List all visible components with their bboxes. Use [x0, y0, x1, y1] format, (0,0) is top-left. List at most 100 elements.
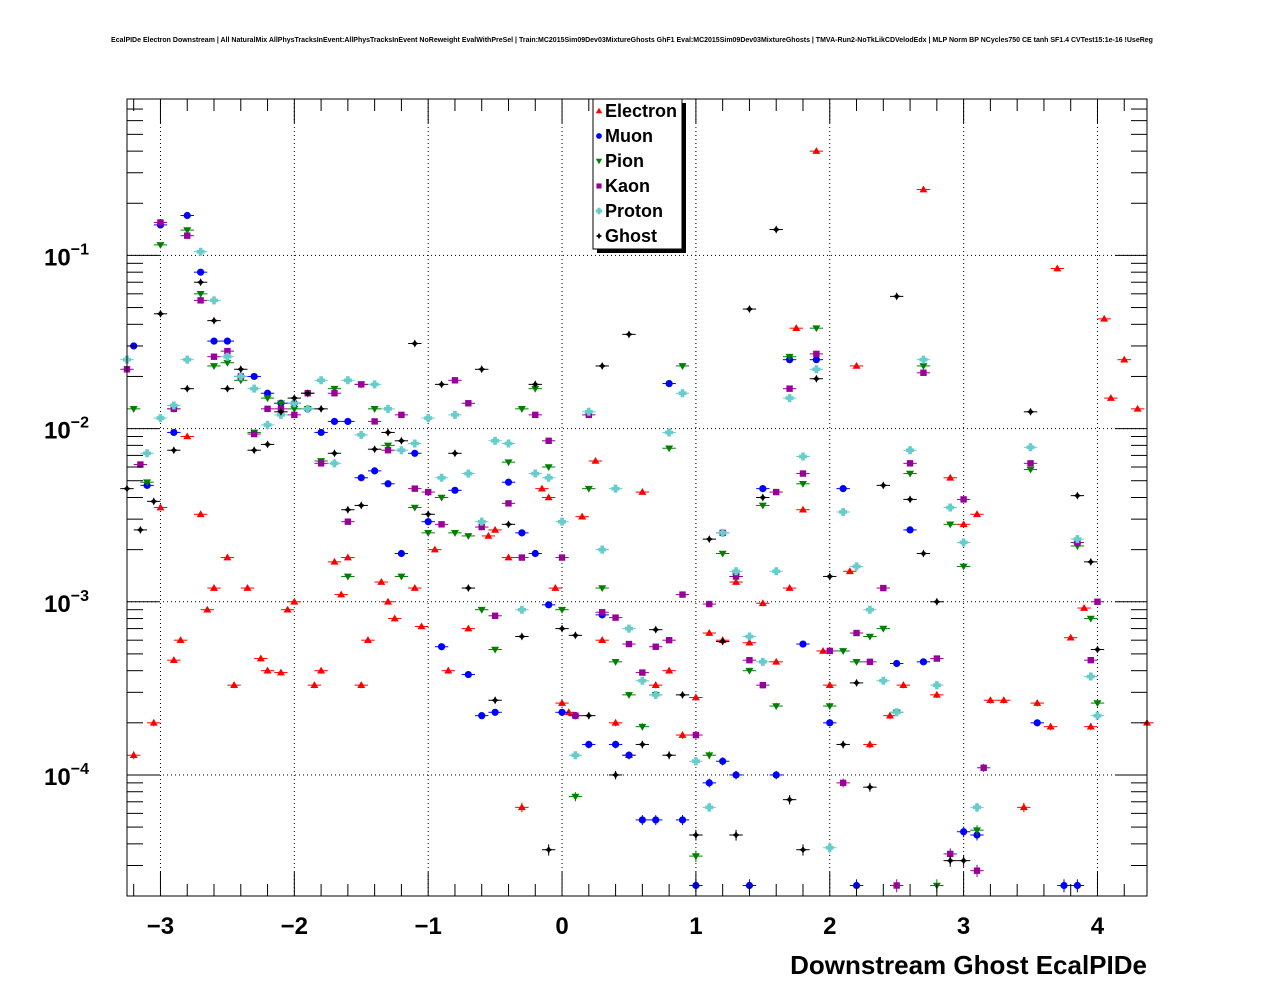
data-point	[314, 376, 328, 385]
data-marker	[772, 771, 780, 779]
data-marker	[343, 505, 352, 514]
data-point	[287, 411, 302, 419]
data-marker	[813, 350, 820, 358]
data-marker	[973, 510, 981, 518]
data-point	[501, 459, 516, 467]
data-marker	[772, 225, 781, 234]
data-point	[930, 655, 944, 662]
data-point	[715, 757, 730, 766]
data-point	[488, 436, 502, 445]
data-marker	[169, 446, 178, 455]
x-tick-label: 0	[555, 913, 568, 940]
axis-ticks	[127, 98, 1147, 897]
data-marker	[196, 278, 205, 287]
data-point	[274, 407, 288, 416]
data-marker	[572, 712, 579, 719]
data-marker	[812, 356, 820, 364]
data-marker	[651, 625, 660, 634]
data-point	[1070, 535, 1085, 544]
data-point	[595, 545, 609, 554]
data-point	[381, 404, 395, 413]
data-marker	[880, 584, 887, 592]
data-point	[582, 711, 596, 720]
y-tick-label: 10−3	[44, 588, 89, 618]
data-point	[414, 622, 429, 630]
data-point	[260, 405, 275, 413]
data-point	[843, 567, 857, 575]
data-point	[715, 528, 730, 537]
data-point	[361, 636, 375, 643]
data-point	[220, 359, 235, 367]
data-point	[167, 446, 181, 455]
data-point	[956, 520, 971, 528]
data-marker	[136, 525, 145, 534]
data-marker	[532, 411, 539, 419]
data-marker	[893, 659, 901, 668]
data-point	[568, 712, 583, 720]
data-marker	[1066, 633, 1075, 641]
data-point	[555, 517, 569, 526]
data-marker	[1046, 722, 1055, 730]
data-marker	[773, 488, 780, 496]
data-marker	[718, 637, 727, 646]
data-marker	[1033, 719, 1041, 727]
data-point	[956, 538, 971, 547]
data-marker	[825, 843, 834, 852]
data-marker	[344, 518, 352, 525]
data-point	[354, 474, 368, 482]
data-point	[448, 449, 462, 458]
data-point	[274, 400, 288, 408]
data-point	[193, 247, 208, 256]
data-marker	[745, 667, 754, 675]
data-marker	[250, 372, 258, 381]
data-marker	[424, 510, 433, 519]
data-point	[930, 681, 944, 690]
data-marker	[330, 417, 339, 426]
data-point	[434, 473, 449, 482]
data-marker	[792, 324, 801, 331]
data-marker	[798, 480, 807, 488]
legend-label: Kaon	[605, 176, 650, 196]
legend-label: Ghost	[605, 226, 657, 246]
data-point	[367, 445, 382, 454]
data-point	[649, 690, 663, 699]
data-point	[227, 681, 241, 689]
data-point	[153, 309, 168, 318]
legend-label: Electron	[605, 101, 677, 121]
data-marker	[798, 505, 807, 513]
data-point	[381, 428, 395, 437]
data-point	[147, 718, 161, 727]
data-point	[622, 751, 636, 760]
data-point	[408, 339, 422, 348]
data-marker	[691, 693, 700, 701]
data-marker	[437, 473, 446, 482]
data-marker	[250, 384, 259, 393]
data-marker	[839, 507, 848, 516]
data-marker	[799, 470, 807, 477]
data-point	[756, 485, 770, 493]
data-point	[260, 666, 275, 674]
data-marker	[919, 658, 928, 666]
data-point	[1084, 672, 1098, 681]
data-marker	[464, 584, 473, 593]
data-point	[903, 470, 917, 478]
data-marker	[317, 666, 326, 674]
data-marker	[384, 447, 392, 454]
data-point	[180, 355, 194, 364]
data-marker	[276, 400, 285, 408]
data-marker	[317, 460, 325, 467]
data-marker	[531, 385, 540, 393]
data-point	[983, 696, 998, 704]
data-point	[782, 385, 797, 392]
data-point	[394, 411, 409, 419]
data-marker	[919, 549, 928, 558]
data-marker	[545, 601, 553, 609]
data-marker	[785, 795, 794, 804]
data-point	[327, 459, 342, 468]
data-point	[930, 597, 944, 606]
data-point	[541, 493, 556, 501]
data-point	[1057, 879, 1071, 893]
data-marker	[853, 629, 860, 637]
data-point	[849, 629, 864, 637]
data-marker	[444, 666, 453, 674]
